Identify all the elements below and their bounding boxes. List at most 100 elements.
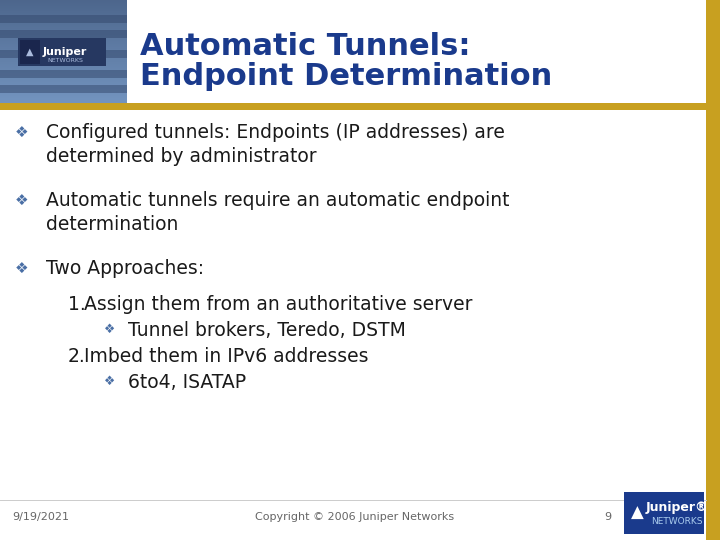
Bar — [0, 65, 127, 66]
Bar — [0, 69, 127, 70]
Bar — [0, 1, 127, 2]
Bar — [0, 78, 127, 79]
Bar — [0, 99, 127, 100]
Bar — [0, 49, 127, 50]
Bar — [0, 22, 127, 23]
Bar — [0, 62, 127, 63]
Bar — [0, 8, 127, 9]
Bar — [18, 38, 106, 66]
Bar — [0, 103, 706, 110]
Bar — [0, 15, 127, 23]
Bar — [0, 67, 127, 68]
Bar — [0, 13, 127, 14]
Bar — [0, 50, 127, 58]
Bar — [0, 89, 127, 90]
Bar — [0, 46, 127, 47]
Bar — [0, 85, 127, 86]
Text: Assign them from an authoritative server: Assign them from an authoritative server — [84, 295, 472, 314]
Bar — [0, 100, 127, 101]
Bar — [0, 18, 127, 19]
Bar — [0, 43, 127, 44]
Bar — [0, 0, 127, 1]
Bar — [706, 0, 720, 540]
Bar — [0, 33, 127, 34]
Bar — [0, 38, 127, 39]
Text: NETWORKS: NETWORKS — [652, 517, 703, 526]
Bar — [0, 30, 127, 38]
Bar — [0, 72, 127, 73]
Bar — [0, 25, 127, 26]
Bar — [0, 40, 127, 41]
Bar — [0, 90, 127, 91]
Bar — [0, 53, 127, 54]
Bar — [0, 35, 127, 36]
Bar — [0, 91, 127, 92]
Text: ❖: ❖ — [104, 323, 116, 336]
Bar — [0, 51, 127, 52]
Bar — [0, 16, 127, 17]
Text: ❖: ❖ — [104, 375, 116, 388]
Bar — [0, 81, 127, 82]
Bar — [0, 80, 127, 81]
Bar — [0, 19, 127, 20]
Text: 6to4, ISATAP: 6to4, ISATAP — [128, 373, 246, 392]
Bar — [0, 61, 127, 62]
Text: Automatic tunnels require an automatic endpoint
determination: Automatic tunnels require an automatic e… — [46, 191, 510, 234]
Bar — [0, 85, 127, 93]
Bar — [0, 57, 127, 58]
Text: ❖: ❖ — [15, 193, 29, 208]
Text: ❖: ❖ — [15, 125, 29, 140]
Bar — [0, 63, 127, 64]
Bar — [0, 94, 127, 95]
Bar — [0, 20, 127, 21]
Bar — [0, 36, 127, 37]
Bar — [0, 32, 127, 33]
Text: ❖: ❖ — [15, 261, 29, 276]
Bar — [0, 71, 127, 72]
Bar — [0, 45, 127, 46]
Bar — [624, 492, 704, 534]
Bar — [0, 77, 127, 78]
Text: 2.: 2. — [68, 347, 86, 366]
Text: 9: 9 — [604, 512, 611, 522]
Bar — [0, 66, 127, 67]
Bar — [0, 92, 127, 93]
Bar — [0, 10, 127, 11]
Bar — [0, 58, 127, 59]
Bar — [0, 88, 127, 89]
Bar — [0, 48, 127, 49]
Text: 9/19/2021: 9/19/2021 — [12, 512, 69, 522]
Bar — [0, 97, 127, 98]
Bar — [0, 37, 127, 38]
Bar — [0, 86, 127, 87]
Bar — [0, 6, 127, 7]
Text: Juniper®: Juniper® — [646, 502, 708, 515]
Bar — [0, 28, 127, 29]
Bar — [0, 56, 127, 57]
Bar — [0, 74, 127, 75]
Bar — [0, 93, 127, 94]
Bar — [0, 70, 127, 71]
Bar — [0, 64, 127, 65]
Text: Copyright © 2006 Juniper Networks: Copyright © 2006 Juniper Networks — [256, 512, 454, 522]
Bar — [0, 11, 127, 12]
Bar — [0, 41, 127, 42]
Bar — [0, 52, 127, 53]
Text: Configured tunnels: Endpoints (IP addresses) are
determined by administrator: Configured tunnels: Endpoints (IP addres… — [46, 123, 505, 166]
Bar — [0, 96, 127, 97]
Text: ▲: ▲ — [26, 47, 34, 57]
Bar — [0, 76, 127, 77]
Bar — [0, 55, 127, 56]
Bar — [0, 47, 127, 48]
Bar — [0, 4, 127, 5]
Bar — [0, 73, 127, 74]
Bar — [0, 24, 127, 25]
Bar — [0, 84, 127, 85]
Bar — [0, 79, 127, 80]
Bar — [0, 21, 127, 22]
Bar — [0, 3, 127, 4]
Bar — [0, 39, 127, 40]
Bar — [0, 102, 127, 103]
Bar — [0, 31, 127, 32]
Bar — [0, 34, 127, 35]
